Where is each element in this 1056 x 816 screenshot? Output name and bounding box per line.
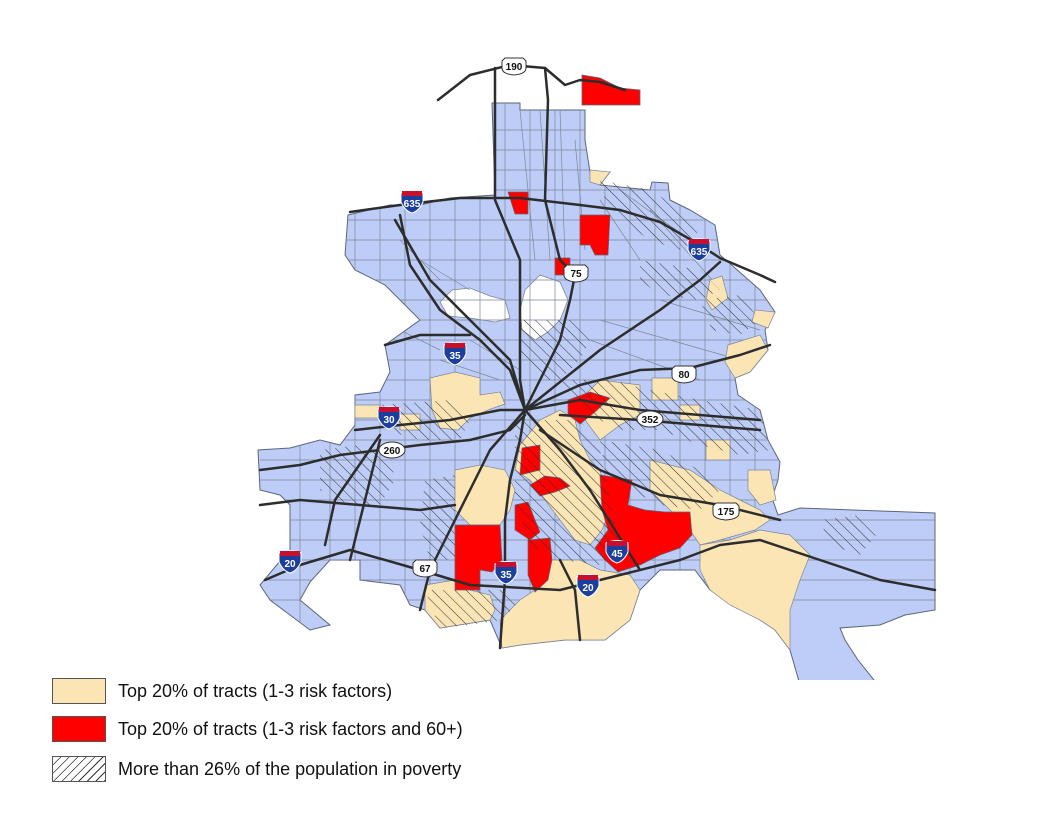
i35-north-label: 35 (449, 351, 461, 362)
highway-spur (258, 498, 457, 512)
us80-shield: 80 (671, 365, 697, 384)
i35-north-shield: 35 (443, 342, 467, 366)
highway-i20 (263, 538, 937, 592)
us80-label: 80 (678, 370, 690, 381)
legend-label-poverty: More than 26% of the population in pover… (118, 758, 462, 779)
i30-shield: 30 (377, 406, 401, 430)
highway-352 (558, 413, 762, 432)
highway-75 (493, 66, 527, 412)
north-outlier-tract (581, 74, 641, 106)
us175-label: 175 (718, 507, 735, 518)
legend-swatch-poverty (52, 756, 106, 782)
i635-east-shield: 635 (687, 238, 711, 262)
lake-hole (439, 287, 511, 323)
us175-shield: 175 (712, 502, 740, 521)
highway-30-ne (523, 260, 722, 412)
highway-35s (498, 408, 527, 650)
i635-west-label: 635 (404, 199, 421, 210)
i635-east-label: 635 (691, 247, 708, 258)
legend-item-top20: Top 20% of tracts (1-3 risk factors) (52, 678, 392, 704)
poverty-hatch (320, 180, 880, 628)
sh260-shield: 260 (378, 441, 406, 459)
i45-shield: 45 (605, 540, 629, 564)
legend-item-poverty: More than 26% of the population in pover… (52, 756, 461, 782)
i45-label: 45 (611, 549, 623, 560)
legend-label-top20: Top 20% of tracts (1-3 risk factors) (118, 680, 393, 701)
highway-ramp (558, 558, 582, 642)
highway-35e (393, 218, 527, 412)
highway-30e (523, 398, 762, 422)
us67-label: 67 (419, 564, 431, 575)
legend-label-top20-60plus: Top 20% of tracts (1-3 risk factors and … (118, 718, 463, 739)
highway-35n (398, 213, 527, 412)
i20-south-shield: 20 (576, 574, 600, 598)
i35-south-shield: 35 (494, 561, 518, 585)
i20-south-label: 20 (582, 583, 594, 594)
legend-swatch-top20-60plus (52, 716, 106, 742)
highway-175 (538, 428, 782, 522)
legend-swatch-top20 (52, 678, 106, 704)
highway-635 (348, 196, 777, 284)
i30-label: 30 (383, 415, 395, 426)
i635-west-shield: 635 (400, 190, 424, 214)
highway-loop12w2 (323, 433, 382, 547)
us190-shield: 190 (501, 57, 527, 76)
dallas-tract-map: 635 635 35 30 20 35 (257, 57, 937, 680)
us190-label: 190 (506, 62, 523, 73)
highway-loop12w (348, 438, 382, 562)
us67-shield: 67 (412, 559, 438, 578)
highway-shields: 635 635 35 30 20 35 (278, 57, 740, 598)
highway-190 (436, 63, 627, 102)
us75-label: 75 (570, 269, 582, 280)
i35-south-label: 35 (500, 570, 512, 581)
sh352-shield: 352 (636, 410, 664, 428)
highway-80 (523, 343, 772, 412)
i20-west-label: 20 (284, 559, 296, 570)
highway-loop12n (383, 333, 472, 347)
legend-item-top20-60plus: Top 20% of tracts (1-3 risk factors and … (52, 716, 463, 742)
sh352-label: 352 (642, 415, 659, 426)
i20-west-shield: 20 (278, 550, 302, 574)
us75-shield: 75 (563, 264, 589, 283)
sh260-label: 260 (384, 446, 401, 457)
